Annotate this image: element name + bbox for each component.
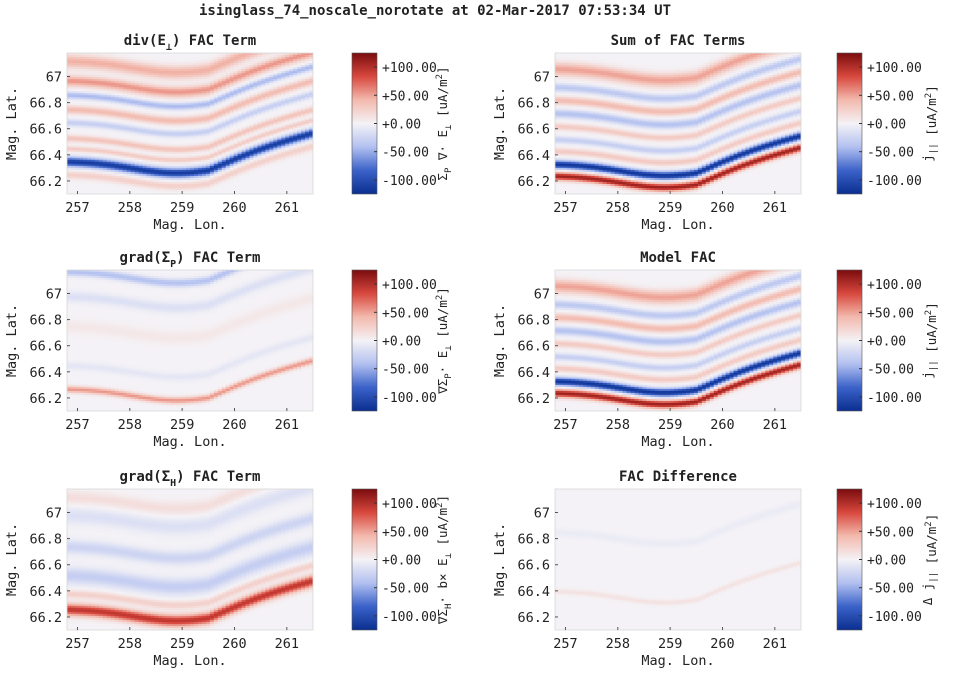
colorbar-tick-label: +100.00 (382, 61, 437, 76)
y-tick-label: 67 (46, 70, 62, 86)
y-axis-label: Mag. Lat. (4, 87, 20, 160)
colorbar (352, 53, 377, 194)
colorbar-label: ΣP ∇· E⊥ [uA/m2] (435, 66, 454, 180)
x-tick-label: 257 (65, 200, 89, 216)
colorbar-tick-label: +0.00 (382, 118, 421, 133)
heatmap (555, 53, 802, 195)
x-tick-label: 258 (118, 200, 142, 216)
x-axis-label: Mag. Lon. (153, 217, 226, 233)
y-tick-label: 66.4 (29, 148, 62, 164)
panel-title: div(E⊥) FAC Term (124, 33, 256, 53)
panel-1: 257 258 259 260 261 67 66.8 66.6 66.4 66.2 Mag. Lo… (4, 33, 454, 233)
y-tick-label: 66.6 (29, 122, 62, 138)
colorbar-tick-label: -50.00 (382, 146, 429, 161)
figure-title: isinglass_74_noscale_norotate at 02-Mar-… (199, 3, 671, 19)
colorbar-tick-label: +50.00 (382, 89, 429, 104)
x-tick-label: 260 (222, 200, 246, 216)
y-tick-label: 66.8 (29, 96, 62, 112)
heatmap (67, 53, 314, 195)
colorbar-tick-label: -100.00 (382, 174, 437, 189)
y-tick-label: 66.2 (29, 174, 62, 190)
x-tick-label: 261 (275, 200, 299, 216)
x-tick-label: 259 (170, 200, 194, 216)
